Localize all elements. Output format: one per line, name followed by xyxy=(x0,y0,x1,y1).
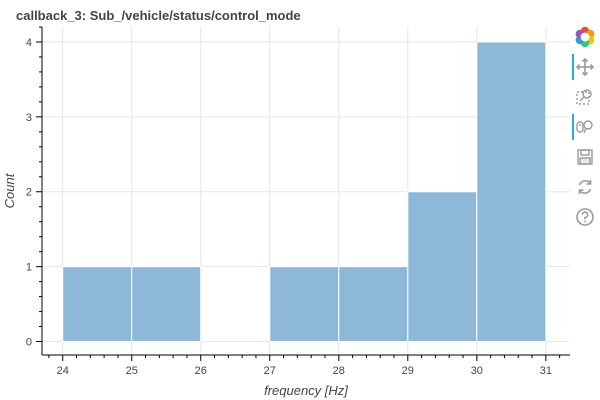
save-icon xyxy=(577,149,593,165)
histogram-bar xyxy=(338,266,409,343)
y-tick-label: 4 xyxy=(26,37,32,49)
x-tick-label: 26 xyxy=(195,365,207,377)
box-zoom-icon xyxy=(576,89,592,105)
x-tick-label: 31 xyxy=(540,365,552,377)
y-tick-label: 2 xyxy=(26,187,32,199)
help-tool-button[interactable] xyxy=(572,204,598,230)
reset-icon xyxy=(578,180,592,194)
x-tick-label: 24 xyxy=(57,365,69,377)
histogram-bar xyxy=(476,41,547,343)
histogram-bars xyxy=(62,41,547,343)
box-zoom-tool-button[interactable] xyxy=(572,84,598,110)
y-tick-label: 1 xyxy=(26,262,32,274)
histogram-bar xyxy=(269,266,340,343)
wheel-zoom-icon xyxy=(576,120,593,134)
bokeh-logo-button[interactable] xyxy=(572,24,598,50)
histogram-bar xyxy=(131,266,202,343)
y-axis-label: Count xyxy=(2,172,17,208)
histogram-bar xyxy=(407,191,478,343)
x-tick-label: 28 xyxy=(333,365,345,377)
x-tick-label: 29 xyxy=(402,365,414,377)
histogram-bar xyxy=(62,266,133,343)
reset-tool-button[interactable] xyxy=(572,174,598,200)
x-tick-label: 27 xyxy=(264,365,276,377)
pan-tool-button[interactable] xyxy=(572,54,598,80)
help-icon xyxy=(576,208,594,226)
chart-title: callback_3: Sub_/vehicle/status/control_… xyxy=(16,8,301,23)
save-tool-button[interactable] xyxy=(572,144,598,170)
x-axis-label: frequency [Hz] xyxy=(264,383,348,398)
x-tick-label: 25 xyxy=(126,365,138,377)
chart-toolbar xyxy=(570,22,600,262)
y-tick-label: 3 xyxy=(26,112,32,124)
bokeh-logo-icon xyxy=(575,26,595,48)
pan-icon xyxy=(575,57,595,77)
wheel-zoom-tool-button[interactable] xyxy=(572,114,598,140)
x-tick-label: 30 xyxy=(471,365,483,377)
y-tick-label: 0 xyxy=(26,337,32,349)
axes: 24 25 26 27 28 29 30 31 0 1 2 3 4 xyxy=(26,26,570,377)
